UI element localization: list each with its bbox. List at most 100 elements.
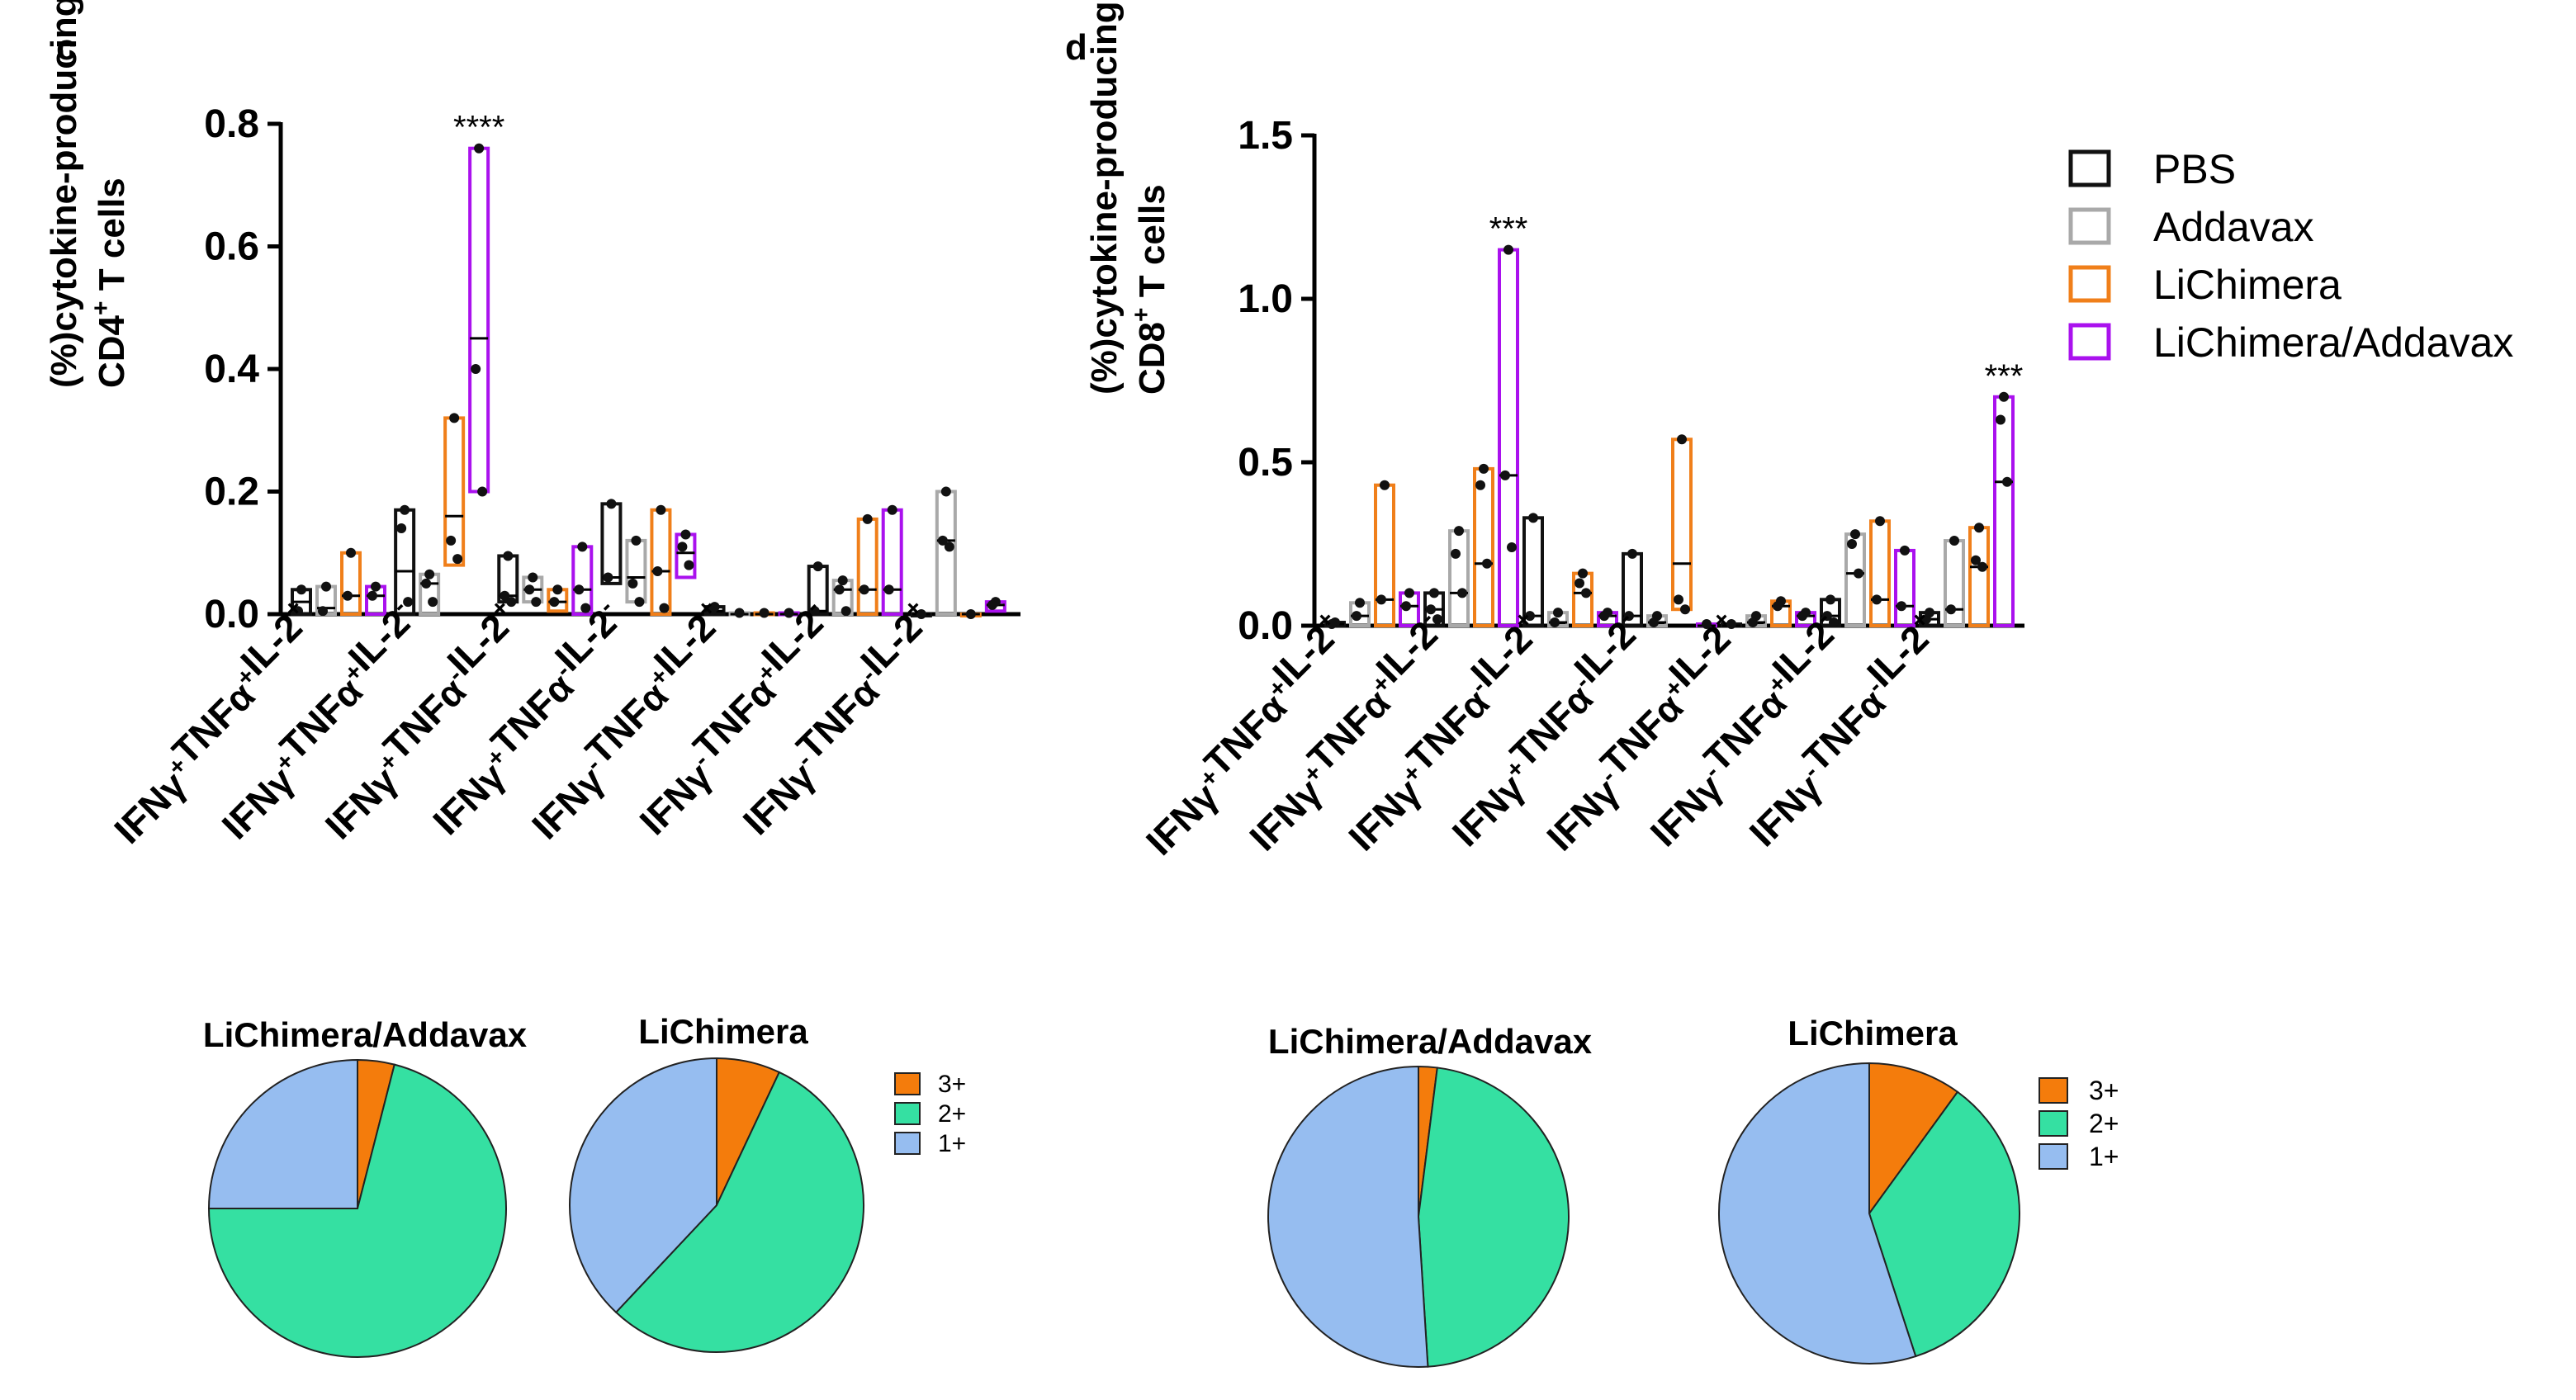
point-d-addavax-2 (1550, 617, 1560, 628)
pie-legend-c-swatch-3plus (894, 1072, 921, 1095)
point-d-pbs-0 (1327, 619, 1337, 630)
point-d-pbs-1 (1432, 614, 1442, 625)
point-c-addavax-4 (734, 608, 745, 618)
point-d-lichimera-addavax-1 (1507, 542, 1517, 552)
c-ytick-label: 0.4 (204, 348, 259, 391)
bar-d-addavax-1 (1448, 529, 1470, 627)
significance-d-1: *** (1489, 211, 1528, 248)
point-d-lichimera-6 (1974, 523, 1984, 533)
point-d-lichimera-2 (1574, 578, 1584, 589)
point-d-lichimera-6 (1977, 561, 1987, 572)
point-c-pbs-0 (296, 584, 306, 595)
significance-c-1: **** (453, 110, 504, 146)
point-c-addavax-1 (421, 578, 432, 589)
d-ytick-label: 1.5 (1238, 114, 1293, 158)
point-c-lichimera-4 (759, 608, 769, 618)
point-d-lichimera-addavax-5 (1896, 601, 1906, 612)
pie-title-d-2: LiChimera (1788, 1014, 1958, 1052)
ylabel-d-tail: T cells (1132, 184, 1172, 307)
pie-legend-c-swatch-1plus (894, 1132, 921, 1155)
point-c-lichimera-3 (656, 504, 666, 515)
point-d-lichimera-4 (1773, 601, 1783, 612)
pie-slice-c-pie-2-1plus (569, 1057, 717, 1314)
bar-c-addavax-3 (625, 538, 647, 604)
d-ytick-label: 0.5 (1238, 441, 1293, 485)
legend-label-lichimera-addavax: LiChimera/Addavax (2153, 319, 2513, 366)
point-d-lichimera-addavax-0 (1404, 588, 1414, 598)
pie-legend-d: 3+ 2+ 1+ (2039, 1076, 2119, 1171)
c-ytick-label: 0.2 (204, 471, 259, 514)
bar-d-lichimera-5 (1869, 519, 1891, 628)
c-ytick-label: 0.6 (204, 225, 259, 269)
point-d-addavax-5 (1847, 539, 1857, 549)
point-c-lichimera-addavax-1 (471, 364, 481, 374)
point-c-addavax-3 (634, 597, 645, 608)
ylabel-c-line1: (%)cytokine-producing (44, 0, 84, 388)
point-d-lichimera-3 (1677, 434, 1687, 445)
ylabel-d: (%)cytokine-producing CD8+ T cells (1084, 0, 1172, 395)
point-c-addavax-5 (837, 575, 848, 586)
bar-d-lichimera-0 (1374, 483, 1395, 627)
pie-legend-d-label-2plus: 2+ (2089, 1109, 2119, 1138)
point-c-lichimera-addavax-5 (883, 584, 894, 595)
legend-label-pbs: PBS (2153, 146, 2236, 192)
ylabel-c-sup: + (88, 300, 115, 315)
point-c-pbs-1 (396, 523, 407, 534)
point-d-lichimera-5 (1872, 594, 1882, 605)
bar-d-lichimera-1 (1473, 466, 1494, 627)
pie-slice-c-pie-1-2plus (207, 1063, 507, 1358)
bar-d-addavax-5 (1844, 532, 1866, 627)
pie-slice-d-pie-1-2plus (1417, 1067, 1570, 1368)
d-ytick-label: 1.0 (1238, 277, 1293, 321)
legend-swatch-addavax (2068, 207, 2111, 245)
point-c-lichimera-addavax-1 (474, 143, 485, 154)
ylabel-c: (%)cytokine-producing CD4+ T cells (44, 0, 132, 388)
point-c-pbs-3 (606, 499, 617, 509)
legend-item-lichimera: LiChimera (2068, 262, 2342, 308)
point-d-lichimera-addavax-1 (1500, 470, 1510, 480)
point-c-lichimera-addavax-2 (580, 603, 591, 613)
point-d-addavax-0 (1355, 598, 1365, 608)
ylabel-d-sup: + (1128, 307, 1155, 322)
point-c-addavax-6 (940, 486, 951, 497)
point-d-lichimera-addavax-0 (1401, 601, 1411, 612)
point-d-addavax-3 (1649, 617, 1659, 628)
point-d-addavax-6 (1946, 604, 1956, 615)
point-c-lichimera-0 (346, 547, 356, 558)
pie-slice-c-pie-2-2plus (614, 1071, 864, 1353)
pie-legend-c-swatch-2plus (894, 1102, 921, 1125)
bar-c-lichimera-5 (856, 517, 878, 616)
legend-item-pbs: PBS (2068, 146, 2236, 192)
point-d-pbs-2 (1525, 611, 1535, 622)
ylabel-d-cd: CD8 (1132, 322, 1172, 395)
pie-slice-d-pie-2-2plus (1868, 1090, 2020, 1358)
bar-c-lichimera-addavax-1 (468, 146, 490, 494)
point-c-lichimera-1 (446, 535, 457, 546)
point-c-addavax-5 (841, 606, 851, 617)
point-d-lichimera-addavax-4 (1797, 611, 1807, 622)
point-c-pbs-0 (293, 606, 303, 617)
pie-slice-c-pie-1-1plus (207, 1058, 358, 1209)
point-d-lichimera-1 (1475, 480, 1485, 490)
ylabel-c-tail: T cells (92, 177, 132, 300)
point-d-lichimera-0 (1380, 480, 1390, 490)
point-c-lichimera-addavax-2 (577, 542, 588, 552)
legend-label-lichimera: LiChimera (2153, 262, 2342, 308)
bar-c-addavax-6 (935, 490, 957, 616)
point-d-lichimera-0 (1376, 594, 1386, 605)
bar-chart-cd8: 0.00.51.01.5IFNγ+TNFα+IL-2+IFNγ+TNFα+IL-… (1138, 114, 2024, 863)
point-c-lichimera-addavax-1 (477, 486, 488, 497)
point-c-lichimera-0 (343, 590, 353, 601)
pie-legend-c-label-3plus: 3+ (938, 1071, 966, 1098)
point-c-addavax-3 (627, 578, 638, 589)
point-d-pbs-1 (1426, 604, 1436, 615)
point-d-lichimera-addavax-2 (1599, 611, 1609, 622)
point-d-pbs-5 (1822, 611, 1832, 622)
point-d-pbs-3 (1624, 611, 1634, 622)
point-c-addavax-2 (528, 572, 538, 583)
legend: PBS Addavax LiChimera LiChimera/Addavax (2068, 146, 2513, 366)
point-d-lichimera-addavax-6 (2002, 476, 2012, 487)
point-d-addavax-6 (1949, 536, 1959, 546)
point-d-addavax-1 (1451, 548, 1461, 559)
pie-chart-cd8-lichimera (1718, 1062, 2020, 1365)
